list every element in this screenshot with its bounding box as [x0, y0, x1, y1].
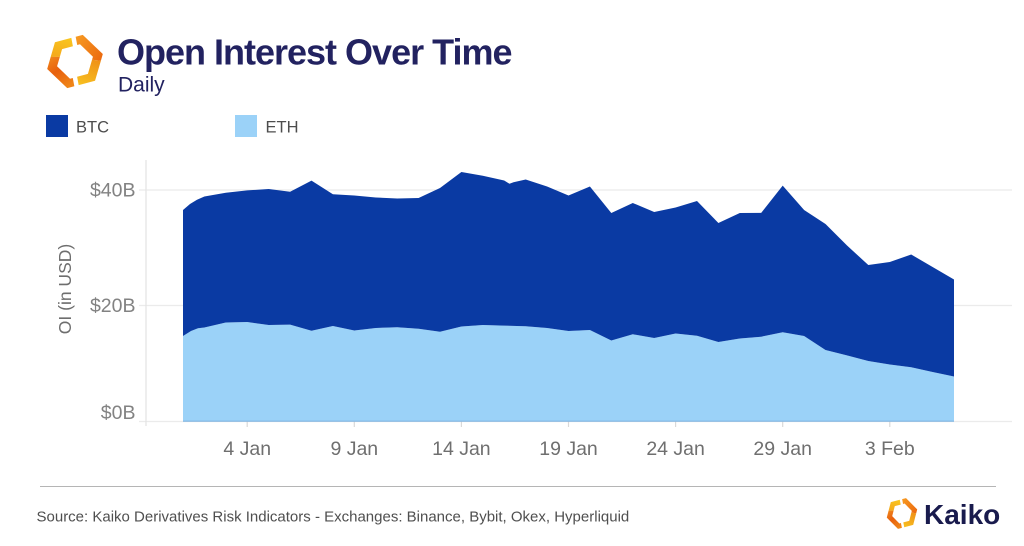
svg-text:Kaiko: Kaiko [924, 499, 1000, 530]
svg-text:BTC: BTC [76, 119, 109, 137]
svg-text:24 Jan: 24 Jan [646, 438, 705, 460]
svg-text:Open Interest Over Time: Open Interest Over Time [117, 32, 511, 73]
svg-text:$0B: $0B [101, 402, 136, 424]
svg-text:29 Jan: 29 Jan [753, 438, 812, 460]
svg-text:9 Jan: 9 Jan [330, 438, 378, 460]
svg-text:$20B: $20B [90, 295, 136, 317]
svg-text:Source: Kaiko Derivatives Risk: Source: Kaiko Derivatives Risk Indicator… [37, 509, 630, 526]
svg-text:14 Jan: 14 Jan [432, 438, 491, 460]
svg-text:ETH: ETH [266, 119, 299, 137]
svg-text:4 Jan: 4 Jan [223, 438, 271, 460]
svg-text:$40B: $40B [90, 180, 136, 202]
svg-text:3 Feb: 3 Feb [865, 438, 915, 460]
svg-text:19 Jan: 19 Jan [539, 438, 598, 460]
svg-text:Daily: Daily [118, 74, 165, 97]
svg-text:OI (in USD): OI (in USD) [55, 244, 75, 334]
